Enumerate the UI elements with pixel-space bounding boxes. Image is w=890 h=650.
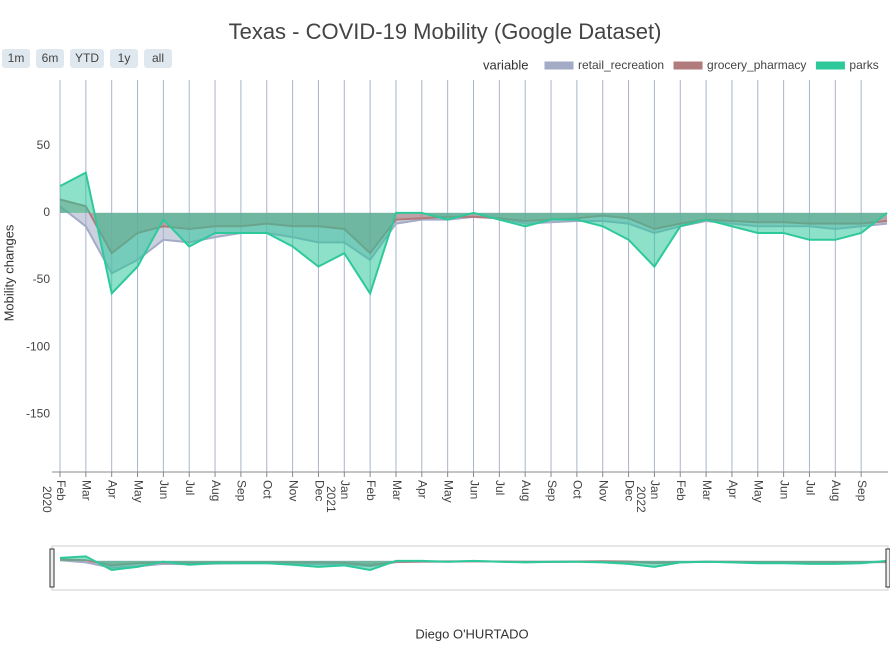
x-tick-label: Sep bbox=[235, 480, 249, 502]
x-tick-label: Jan bbox=[648, 480, 662, 499]
x-tick-label: Apr bbox=[726, 480, 740, 499]
x-tick-label: Jul bbox=[183, 480, 197, 495]
range-button[interactable]: 1y bbox=[110, 49, 138, 68]
x-tick-label: Apr bbox=[106, 480, 120, 499]
x-tick-label: Jul bbox=[803, 480, 817, 495]
range-button-bg[interactable] bbox=[70, 49, 104, 68]
legend-label: grocery_pharmacy bbox=[707, 58, 806, 72]
chart-title: Texas - COVID-19 Mobility (Google Datase… bbox=[229, 19, 662, 44]
x-tick-label: May bbox=[441, 480, 455, 503]
range-button-label[interactable]: 6m bbox=[42, 51, 59, 65]
range-button-label[interactable]: all bbox=[152, 51, 164, 65]
legend-swatch bbox=[815, 61, 845, 70]
legend-title: variable bbox=[483, 57, 529, 72]
x-tick-label: Aug bbox=[519, 480, 533, 501]
x-tick-label: Oct bbox=[261, 480, 275, 499]
x-tick-label: Apr bbox=[416, 480, 430, 499]
x-tick-label: Sep bbox=[855, 480, 869, 502]
range-button[interactable]: 1m bbox=[2, 49, 30, 68]
y-tick-label: -150 bbox=[26, 406, 50, 420]
range-button-label[interactable]: 1m bbox=[8, 51, 25, 65]
x-tick-label: May bbox=[131, 480, 145, 503]
x-tick-label: Jun bbox=[467, 480, 481, 499]
range-button-bg[interactable] bbox=[2, 49, 30, 68]
x-tick-label: Nov bbox=[286, 480, 300, 501]
range-button[interactable]: 6m bbox=[36, 49, 64, 68]
legend-label: retail_recreation bbox=[578, 58, 664, 72]
x-tick-label: Jun bbox=[777, 480, 791, 499]
range-slider[interactable] bbox=[51, 545, 889, 591]
x-axis-title: Diego O'HURTADO bbox=[415, 626, 528, 641]
x-tick-label: Aug bbox=[829, 480, 843, 501]
y-axis-title: Mobility changes bbox=[1, 224, 16, 321]
x-tick-label: Mar bbox=[390, 480, 404, 501]
legend-swatch bbox=[544, 61, 574, 70]
x-tick-label: Aug bbox=[209, 480, 223, 501]
slider-handle[interactable] bbox=[49, 548, 55, 588]
x-tick-year: 2022 bbox=[634, 486, 648, 513]
x-tick-label: Jun bbox=[157, 480, 171, 499]
range-button[interactable]: all bbox=[144, 49, 172, 68]
range-button-label[interactable]: YTD bbox=[75, 51, 99, 65]
range-button-bg[interactable] bbox=[144, 49, 172, 68]
x-tick-label: Nov bbox=[597, 480, 611, 501]
x-tick-label: Mar bbox=[80, 480, 94, 501]
x-tick-label: Sep bbox=[545, 480, 559, 502]
x-tick-label: Jul bbox=[493, 480, 507, 495]
x-tick-label: Feb bbox=[364, 480, 378, 501]
slider-series-line bbox=[59, 555, 888, 572]
x-tick-label: Dec bbox=[622, 480, 636, 501]
x-tick-label: Feb bbox=[674, 480, 688, 501]
series-line bbox=[59, 171, 888, 296]
range-button[interactable]: YTD bbox=[70, 49, 104, 68]
x-tick-label: May bbox=[752, 480, 766, 503]
legend-label: parks bbox=[849, 58, 878, 72]
y-tick-label: 50 bbox=[37, 138, 51, 152]
range-button-bg[interactable] bbox=[36, 49, 64, 68]
range-button-bg[interactable] bbox=[110, 49, 138, 68]
x-tick-year: 2021 bbox=[324, 486, 338, 513]
y-tick-label: -100 bbox=[26, 339, 50, 353]
x-tick-label: Jan bbox=[338, 480, 352, 499]
x-tick-label: Oct bbox=[571, 480, 585, 499]
range-button-label[interactable]: 1y bbox=[118, 51, 131, 65]
x-tick-label: Feb bbox=[54, 480, 68, 501]
legend-swatch bbox=[673, 61, 703, 70]
y-tick-label: -50 bbox=[33, 272, 51, 286]
slider-handle[interactable] bbox=[885, 548, 890, 588]
x-tick-label: Dec bbox=[312, 480, 326, 501]
x-tick-year: 2020 bbox=[40, 486, 54, 513]
y-tick-label: 0 bbox=[43, 205, 50, 219]
x-tick-label: Mar bbox=[700, 480, 714, 501]
